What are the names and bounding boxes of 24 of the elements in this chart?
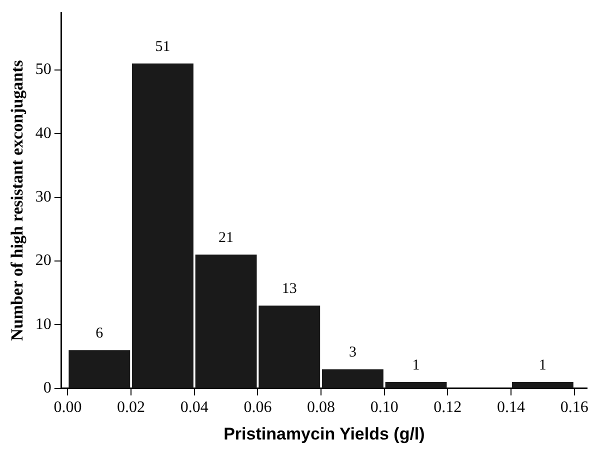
x-tick-label: 0.02 <box>117 399 146 416</box>
x-tick-label: 0.16 <box>560 399 588 416</box>
x-tick-label: 0.14 <box>497 399 526 416</box>
x-axis-title: Pristinamycin Yields (g/l) <box>224 424 425 444</box>
y-tick-label: 0 <box>43 380 52 397</box>
y-tick-label: 50 <box>35 61 52 78</box>
x-tick-label: 0.08 <box>307 399 336 416</box>
y-tick-label: 40 <box>35 124 52 142</box>
data-label: 6 <box>96 326 104 342</box>
data-label: 13 <box>282 281 297 298</box>
x-tick-label: 0.10 <box>370 399 398 416</box>
x-tick-label: 0.04 <box>180 399 208 416</box>
x-tick-label: 0.12 <box>434 399 462 416</box>
data-label: 1 <box>412 357 420 374</box>
y-tick-label: 20 <box>35 252 52 270</box>
y-axis-title: Number of high resistant exconjugants <box>8 60 27 341</box>
data-label: 51 <box>155 38 170 55</box>
data-label: 3 <box>348 344 356 361</box>
y-tick-label: 10 <box>35 316 52 333</box>
y-tick-label: 30 <box>35 188 52 206</box>
data-label: 21 <box>218 230 234 246</box>
x-tick-label: 0.00 <box>54 399 82 416</box>
data-label: 1 <box>538 357 546 374</box>
x-tick-label: 0.06 <box>244 399 272 416</box>
